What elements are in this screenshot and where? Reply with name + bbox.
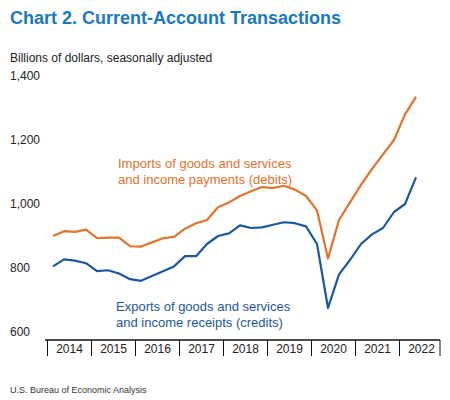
x-tick — [91, 340, 92, 356]
x-tick-label: 2017 — [188, 342, 215, 356]
x-tick — [355, 340, 356, 356]
y-tick-label: 1,000 — [10, 197, 40, 211]
x-tick — [135, 340, 136, 356]
y-tick-label: 800 — [10, 261, 30, 275]
x-axis-base — [45, 356, 440, 357]
x-tick-label: 2022 — [408, 342, 435, 356]
x-tick-label: 2019 — [276, 342, 303, 356]
series-label-line: and income receipts (credits) — [116, 315, 283, 330]
x-tick-label: 2018 — [232, 342, 259, 356]
x-tick — [399, 340, 400, 356]
series-line — [53, 177, 416, 308]
subtitle: Billions of dollars, seasonally adjusted — [10, 51, 212, 65]
x-tick — [267, 340, 268, 356]
y-tick-label: 1,400 — [10, 69, 40, 83]
x-tick — [311, 340, 312, 356]
series-label-line: Imports of goods and services — [118, 156, 292, 171]
series-label: Exports of goods and servicesand income … — [116, 299, 291, 330]
x-tick-label: 2016 — [144, 342, 171, 356]
y-tick-label: 600 — [10, 325, 30, 339]
title: Chart 2. Current-Account Transactions — [10, 8, 341, 28]
x-tick-label: 2015 — [100, 342, 127, 356]
series-label-line: Exports of goods and services — [116, 299, 291, 314]
x-tick — [47, 340, 48, 356]
x-tick-label: 2021 — [364, 342, 391, 356]
plot-area — [53, 97, 416, 308]
x-tick-label: 2014 — [56, 342, 83, 356]
x-axis-line — [45, 339, 440, 340]
series-line — [53, 97, 416, 259]
x-tick-end — [440, 340, 441, 356]
x-tick-label: 2020 — [320, 342, 347, 356]
chart: Chart 2. Current-Account Transactions Bil… — [0, 0, 450, 400]
series-label: Imports of goods and servicesand income … — [118, 156, 292, 187]
y-tick-label: 1,200 — [10, 133, 40, 147]
series-label-line: and income payments (debits) — [118, 172, 292, 187]
source: U.S. Bureau of Economic Analysis — [10, 385, 147, 395]
x-tick — [179, 340, 180, 356]
x-tick — [223, 340, 224, 356]
